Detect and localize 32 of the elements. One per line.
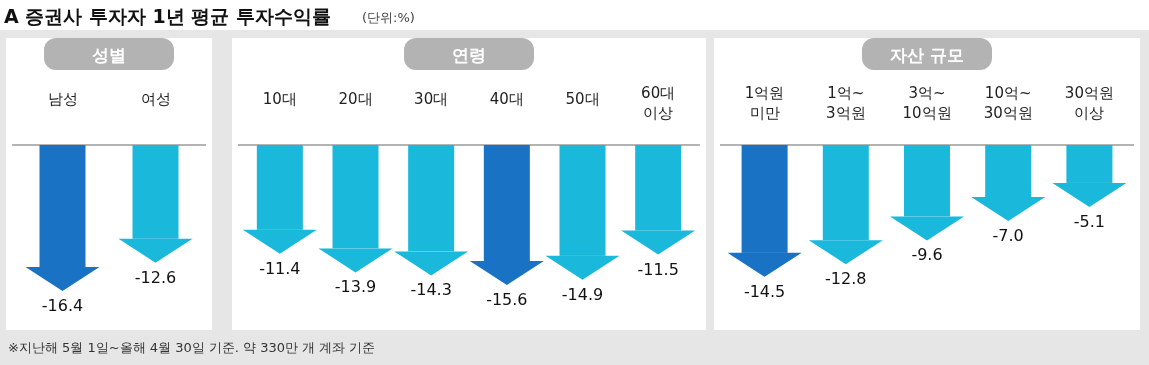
x-tick-label: 10억~ 30억원 <box>983 84 1033 122</box>
x-tick-label: 40대 <box>489 90 524 108</box>
data-label: -11.4 <box>259 258 301 278</box>
data-label: -14.5 <box>743 281 786 301</box>
x-tick-label: 60대 이상 <box>641 84 676 122</box>
data-label: -7.0 <box>992 226 1024 246</box>
x-tick-label: 50대 <box>565 90 600 108</box>
data-label: -9.6 <box>911 245 943 265</box>
text: A 증권사 투자자 1년 평균 투자수익률 <box>4 5 331 27</box>
data-label: -14.9 <box>561 284 604 304</box>
data-label: -13.9 <box>334 277 377 297</box>
data-label: -5.1 <box>1073 211 1106 231</box>
chart-title: 성별 <box>92 45 126 65</box>
x-tick-label: 20대 <box>338 90 373 108</box>
chart-title: 연령 <box>452 45 486 65</box>
data-label: -14.3 <box>410 280 452 300</box>
x-tick-label: 10대 <box>262 90 297 108</box>
x-tick-label: 1억원 미만 <box>744 84 785 122</box>
x-tick-label: 30대 <box>414 90 449 108</box>
x-tick-label: 남성 <box>47 90 78 108</box>
data-label: -12.6 <box>134 267 177 287</box>
text: (단위:%) <box>362 10 415 25</box>
text: ※지난해 5월 1일~올해 4월 30일 기준. 약 330만 개 계좌 기준 <box>8 340 376 355</box>
data-label: -15.6 <box>486 290 528 310</box>
x-tick-label: 여성 <box>140 90 171 108</box>
data-label: -12.8 <box>825 269 867 289</box>
data-label: -11.5 <box>637 259 679 279</box>
data-label: -16.4 <box>41 296 84 315</box>
x-tick-label: 1억~ 3억원 <box>826 84 866 122</box>
x-tick-label: 3억~ 10억원 <box>902 84 952 122</box>
x-tick-label: 30억원 이상 <box>1064 84 1114 122</box>
chart-title: 자산 규모 <box>890 45 964 65</box>
